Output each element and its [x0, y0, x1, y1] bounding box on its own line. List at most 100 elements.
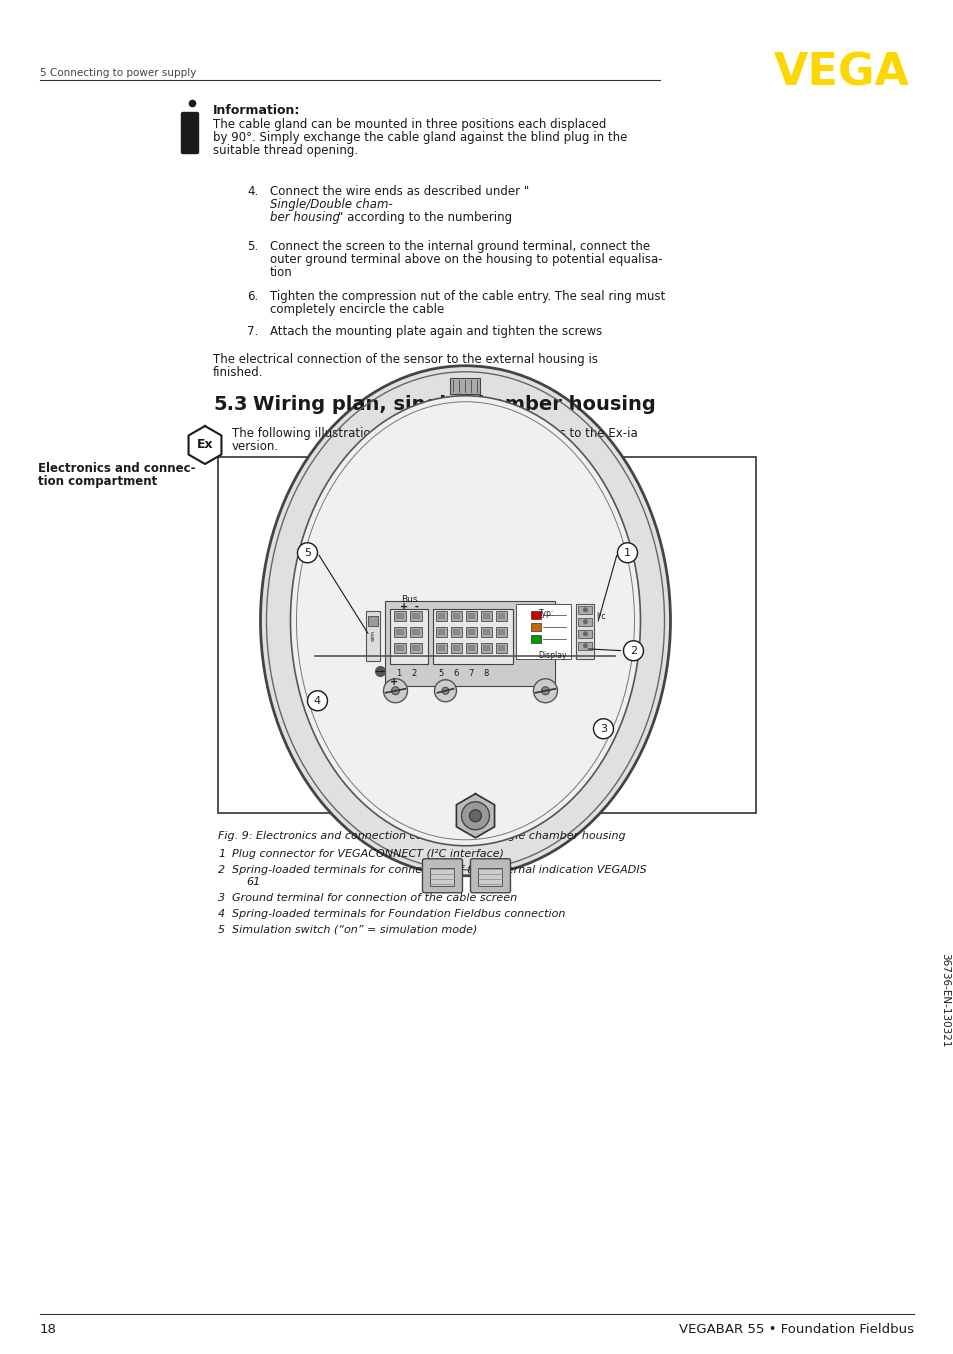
Bar — [451, 643, 462, 653]
Bar — [410, 643, 422, 653]
Text: 5 Connecting to power supply: 5 Connecting to power supply — [40, 68, 196, 79]
Bar — [466, 611, 477, 620]
Text: The cable gland can be mounted in three positions each displaced: The cable gland can be mounted in three … — [213, 118, 606, 131]
Text: 2: 2 — [218, 865, 225, 875]
Text: I²c: I²c — [596, 612, 605, 620]
Circle shape — [461, 802, 489, 830]
Text: sim: sim — [371, 630, 375, 642]
Bar — [498, 628, 505, 635]
Bar — [498, 645, 505, 651]
Bar — [481, 611, 492, 620]
Bar — [410, 611, 422, 620]
Bar — [531, 611, 541, 619]
Ellipse shape — [290, 395, 639, 846]
Text: Electronics and connec-: Electronics and connec- — [38, 462, 195, 475]
Text: 61: 61 — [246, 877, 260, 887]
Bar — [578, 630, 592, 638]
Text: Connect the wire ends as described under ": Connect the wire ends as described under… — [270, 185, 529, 198]
FancyBboxPatch shape — [181, 112, 198, 153]
Text: Typ:: Typ: — [537, 609, 554, 617]
Bar — [578, 617, 592, 626]
Text: 5.: 5. — [247, 240, 258, 253]
Text: Fig. 9: Electronics and connection compartment, single chamber housing: Fig. 9: Electronics and connection compa… — [218, 831, 625, 841]
Bar — [450, 378, 480, 394]
Text: 4: 4 — [314, 696, 321, 705]
FancyBboxPatch shape — [422, 858, 462, 892]
Bar — [516, 604, 571, 659]
Bar — [368, 616, 378, 626]
Bar — [451, 627, 462, 636]
Text: Spring-loaded terminals for connection of the external indication VEGADIS: Spring-loaded terminals for connection o… — [232, 865, 646, 875]
Bar — [396, 613, 404, 619]
Polygon shape — [189, 427, 221, 464]
Bar — [453, 645, 460, 651]
Ellipse shape — [260, 366, 670, 876]
Text: Wiring plan, single chamber housing: Wiring plan, single chamber housing — [253, 395, 655, 414]
Bar — [218, 458, 755, 812]
Bar — [578, 605, 592, 613]
Bar — [576, 604, 594, 659]
Text: 6.: 6. — [247, 290, 258, 303]
Text: Spring-loaded terminals for Foundation Fieldbus connection: Spring-loaded terminals for Foundation F… — [232, 909, 565, 919]
Circle shape — [383, 678, 407, 703]
Bar — [396, 645, 404, 651]
Circle shape — [582, 643, 587, 649]
Bar — [478, 868, 502, 886]
Text: VEGABAR 55 • Foundation Fieldbus: VEGABAR 55 • Foundation Fieldbus — [679, 1323, 913, 1336]
Bar — [481, 643, 492, 653]
Text: completely encircle the cable: completely encircle the cable — [270, 303, 444, 315]
Bar — [483, 645, 490, 651]
Bar — [496, 643, 507, 653]
Bar — [438, 628, 445, 635]
Text: The electrical connection of the sensor to the external housing is: The electrical connection of the sensor … — [213, 353, 598, 366]
Bar — [412, 645, 420, 651]
Bar — [453, 613, 460, 619]
Bar — [468, 628, 475, 635]
Text: 8: 8 — [483, 669, 489, 678]
Text: Plug connector for VEGACONNECT (I²C interface): Plug connector for VEGACONNECT (I²C inte… — [232, 849, 503, 858]
Bar — [366, 611, 380, 661]
Circle shape — [441, 688, 449, 695]
Bar — [578, 642, 592, 650]
Text: Information:: Information: — [213, 104, 300, 116]
Bar — [481, 627, 492, 636]
Circle shape — [617, 543, 637, 563]
Text: Display: Display — [537, 651, 566, 659]
Bar — [396, 628, 404, 635]
FancyBboxPatch shape — [470, 858, 510, 892]
Bar — [410, 627, 422, 636]
Circle shape — [582, 619, 587, 624]
Text: tion compartment: tion compartment — [38, 475, 157, 487]
Bar — [436, 627, 447, 636]
Text: 7.: 7. — [247, 325, 258, 338]
Text: " according to the numbering: " according to the numbering — [337, 211, 512, 223]
Circle shape — [582, 607, 587, 612]
Text: 4.: 4. — [247, 185, 258, 198]
Bar — [496, 611, 507, 620]
Text: version.: version. — [232, 440, 279, 454]
Bar — [438, 645, 445, 651]
Bar — [466, 627, 477, 636]
Bar — [436, 611, 447, 620]
Bar — [412, 628, 420, 635]
Bar — [395, 627, 406, 636]
Circle shape — [593, 719, 613, 739]
Text: finished.: finished. — [213, 366, 263, 379]
Text: 36736-EN-130321: 36736-EN-130321 — [939, 953, 949, 1047]
Text: suitable thread opening.: suitable thread opening. — [213, 144, 357, 157]
Circle shape — [469, 810, 481, 822]
Text: tion: tion — [270, 265, 293, 279]
Bar — [466, 643, 477, 653]
Bar — [531, 635, 541, 643]
Text: 2: 2 — [412, 669, 416, 678]
Text: Bus: Bus — [401, 594, 417, 604]
Text: 5: 5 — [304, 548, 311, 558]
Text: Tighten the compression nut of the cable entry. The seal ring must: Tighten the compression nut of the cable… — [270, 290, 664, 303]
Bar — [483, 613, 490, 619]
Bar — [498, 613, 505, 619]
Bar — [390, 609, 428, 663]
Circle shape — [434, 680, 456, 701]
Text: 5: 5 — [438, 669, 444, 678]
Bar — [412, 613, 420, 619]
Text: 3: 3 — [218, 894, 225, 903]
